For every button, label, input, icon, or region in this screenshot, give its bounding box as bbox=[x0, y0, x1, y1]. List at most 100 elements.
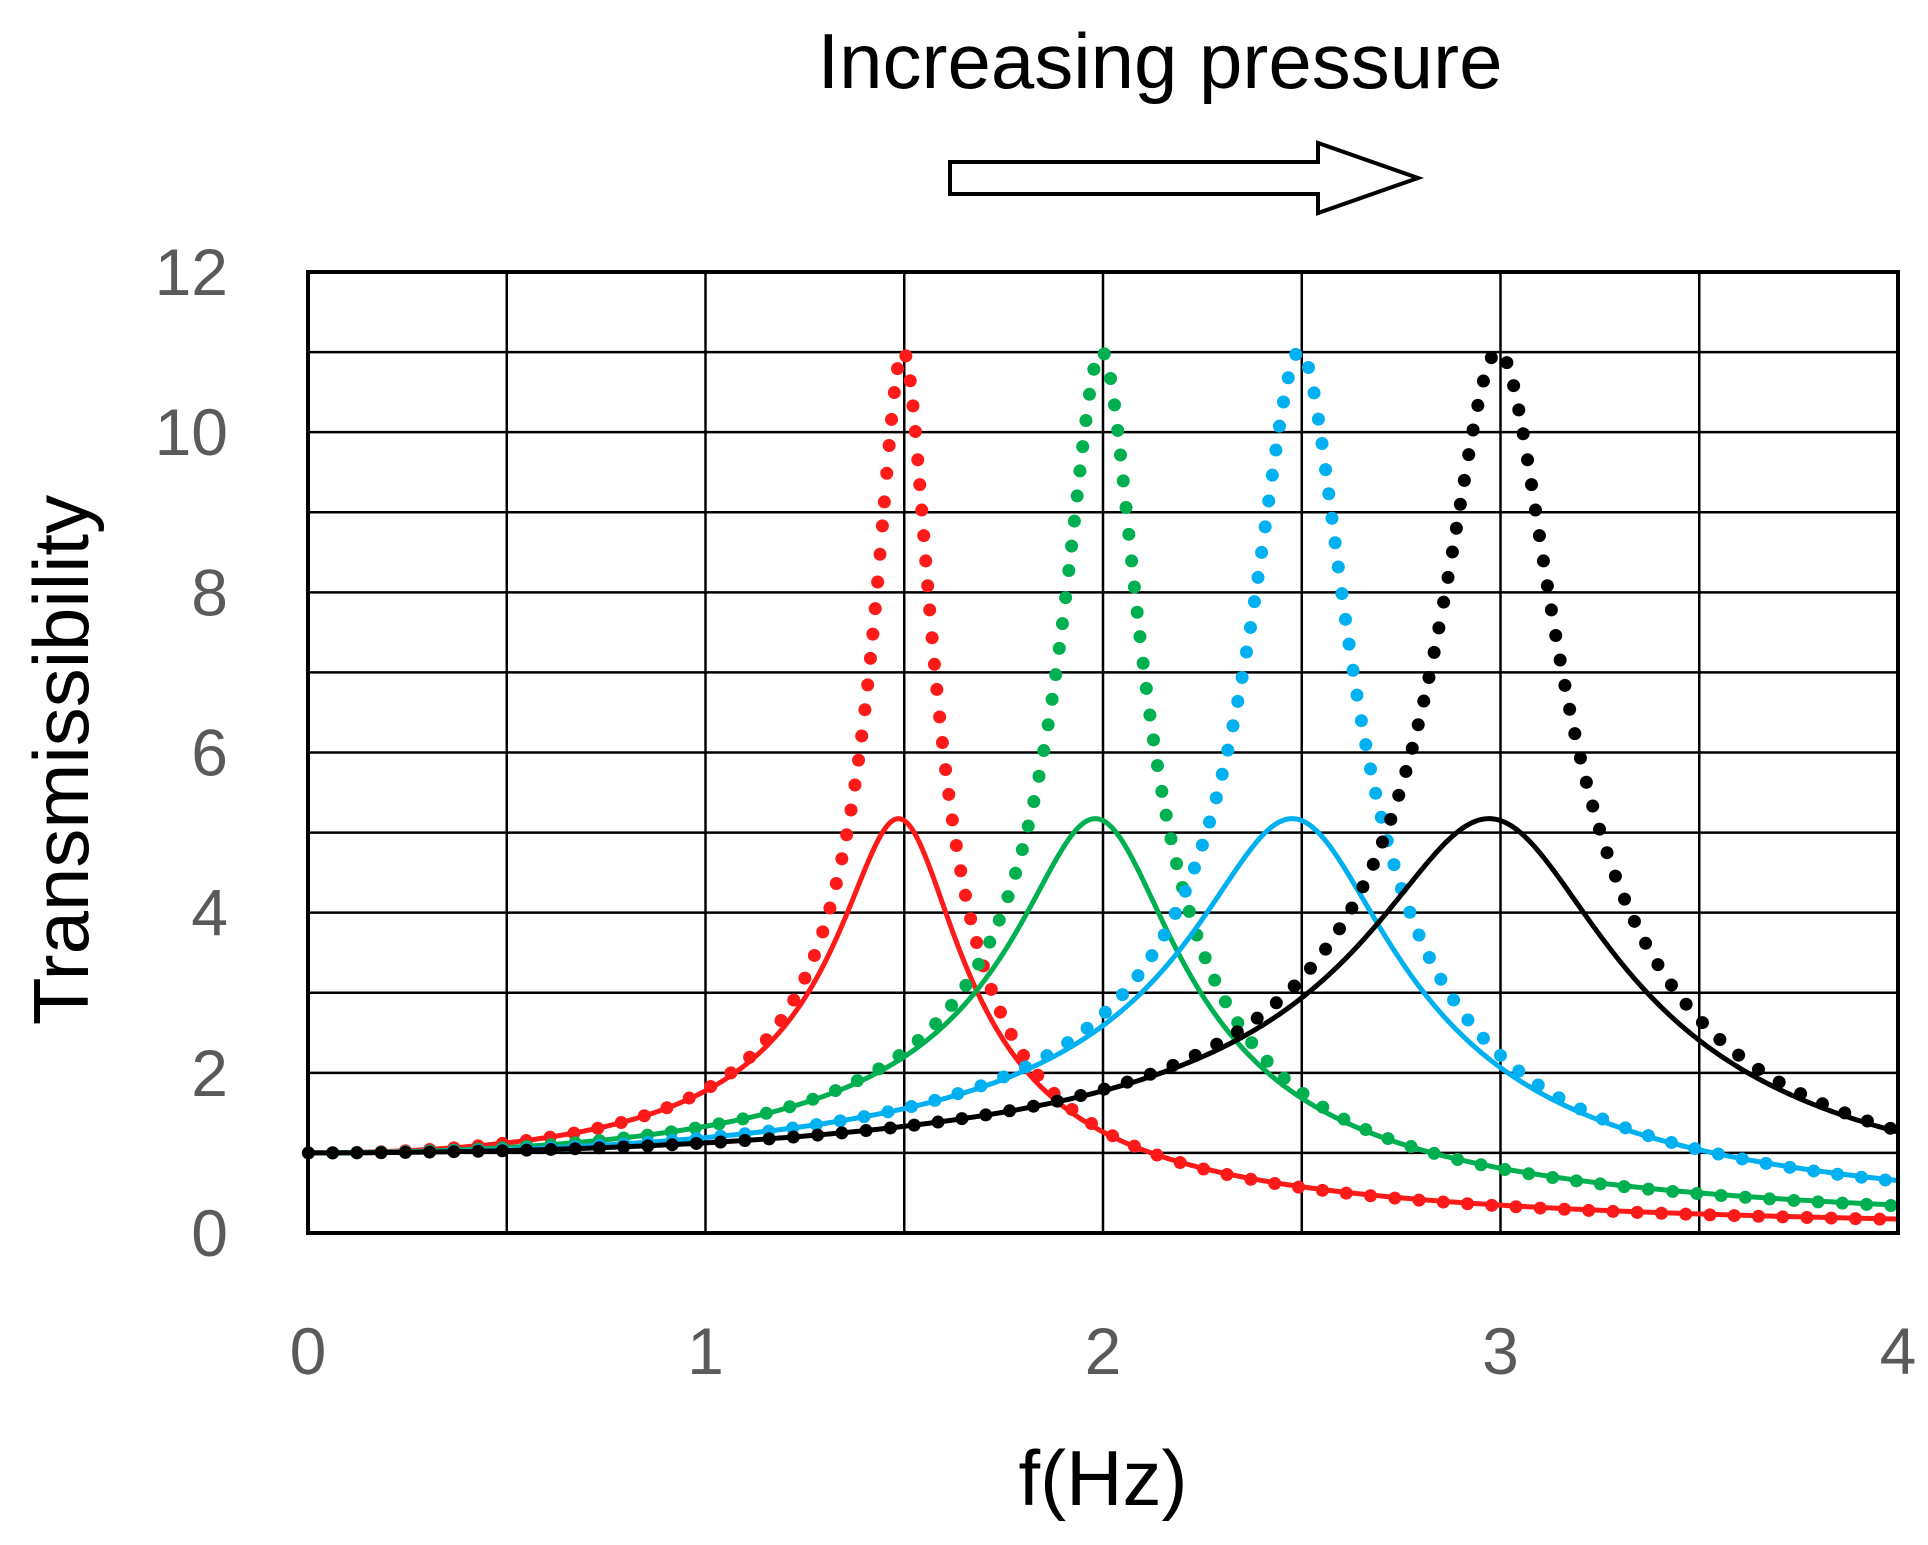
data-point bbox=[1065, 1102, 1079, 1116]
data-point bbox=[1178, 884, 1192, 898]
data-point bbox=[1763, 1192, 1777, 1206]
data-point bbox=[1104, 371, 1118, 385]
data-point bbox=[1364, 1189, 1378, 1203]
data-point bbox=[848, 778, 862, 792]
data-point bbox=[1258, 520, 1272, 534]
data-point bbox=[1427, 1146, 1441, 1160]
data-point bbox=[1265, 468, 1279, 482]
data-point bbox=[787, 993, 801, 1007]
data-point bbox=[1139, 681, 1153, 695]
data-point bbox=[1437, 595, 1451, 609]
data-point bbox=[1262, 494, 1276, 508]
data-point bbox=[1277, 1071, 1291, 1085]
data-point bbox=[1119, 501, 1133, 514]
data-point bbox=[866, 627, 880, 641]
data-point bbox=[1067, 514, 1081, 528]
data-point bbox=[1384, 812, 1398, 826]
grid bbox=[306, 270, 1900, 1235]
data-point bbox=[1815, 1097, 1829, 1111]
data-point bbox=[1441, 570, 1455, 584]
y-tick-label: 2 bbox=[191, 1036, 228, 1110]
data-point bbox=[591, 1121, 605, 1135]
data-point bbox=[736, 1112, 750, 1126]
data-point bbox=[762, 1132, 776, 1146]
data-point bbox=[1579, 775, 1593, 789]
data-point bbox=[807, 948, 821, 962]
data-point bbox=[1494, 1048, 1507, 1062]
data-point bbox=[544, 1142, 558, 1156]
data-point bbox=[1500, 356, 1514, 370]
y-tick-label: 12 bbox=[155, 235, 228, 309]
data-point bbox=[1688, 1142, 1702, 1156]
data-point bbox=[1854, 1170, 1868, 1184]
data-point bbox=[1188, 1048, 1202, 1062]
data-point bbox=[1062, 564, 1076, 578]
data-point bbox=[1552, 1091, 1566, 1105]
data-point bbox=[1412, 1193, 1426, 1207]
data-point bbox=[1606, 1204, 1620, 1218]
data-point bbox=[823, 901, 837, 915]
data-point bbox=[1507, 379, 1521, 393]
data-point bbox=[1404, 1140, 1418, 1154]
data-point bbox=[1411, 718, 1425, 732]
data-point bbox=[1131, 969, 1145, 983]
data-point bbox=[1532, 529, 1546, 543]
data-point bbox=[1243, 620, 1257, 634]
data-point bbox=[883, 1121, 897, 1135]
data-point bbox=[1573, 1102, 1587, 1116]
data-point bbox=[1476, 374, 1490, 388]
data-point bbox=[935, 736, 949, 750]
data-point bbox=[1549, 629, 1563, 643]
data-point bbox=[1003, 1104, 1017, 1118]
data-point bbox=[714, 1135, 728, 1149]
data-point bbox=[1268, 1176, 1282, 1190]
data-point bbox=[743, 1050, 757, 1064]
data-point bbox=[689, 1136, 703, 1150]
data-point bbox=[1001, 890, 1015, 904]
data-point bbox=[1461, 1197, 1475, 1211]
data-point bbox=[1573, 751, 1587, 765]
data-point bbox=[1618, 892, 1632, 906]
data-point bbox=[1018, 1060, 1032, 1074]
data-point bbox=[833, 1114, 847, 1128]
data-point bbox=[1878, 1173, 1892, 1187]
data-point bbox=[868, 602, 882, 616]
data-point bbox=[1170, 857, 1184, 871]
data-point bbox=[1168, 906, 1182, 920]
data-point bbox=[1533, 1201, 1547, 1215]
data-point bbox=[882, 439, 896, 452]
data-point bbox=[1269, 996, 1283, 1010]
data-point bbox=[992, 913, 1006, 927]
data-point bbox=[1553, 653, 1567, 667]
data-point bbox=[1546, 1170, 1560, 1184]
data-point bbox=[617, 1140, 631, 1154]
data-point bbox=[712, 1117, 726, 1131]
data-point bbox=[1159, 808, 1173, 822]
data-point bbox=[1679, 1207, 1693, 1221]
data-point bbox=[1751, 1209, 1765, 1223]
data-point bbox=[915, 503, 929, 517]
data-point bbox=[1461, 1013, 1475, 1027]
data-point bbox=[1476, 1031, 1490, 1045]
data-point bbox=[1136, 656, 1150, 670]
data-point bbox=[1641, 1182, 1655, 1196]
data-point bbox=[1600, 846, 1614, 860]
data-point bbox=[1512, 403, 1526, 417]
data-point bbox=[828, 1084, 842, 1098]
data-point bbox=[835, 852, 849, 866]
data-point bbox=[1182, 904, 1196, 918]
data-point bbox=[1272, 419, 1286, 433]
data-point bbox=[919, 554, 933, 568]
data-point bbox=[688, 1121, 702, 1135]
data-point bbox=[1106, 1129, 1120, 1143]
data-point bbox=[906, 399, 920, 413]
data-point bbox=[816, 925, 830, 939]
data-point bbox=[1287, 979, 1301, 993]
data-point bbox=[858, 703, 872, 717]
x-tick-label: 1 bbox=[687, 1314, 724, 1388]
data-point bbox=[1714, 1188, 1728, 1202]
data-point bbox=[1080, 1021, 1094, 1035]
data-point bbox=[1319, 463, 1333, 477]
data-point bbox=[1453, 497, 1467, 511]
data-point bbox=[1122, 527, 1136, 541]
